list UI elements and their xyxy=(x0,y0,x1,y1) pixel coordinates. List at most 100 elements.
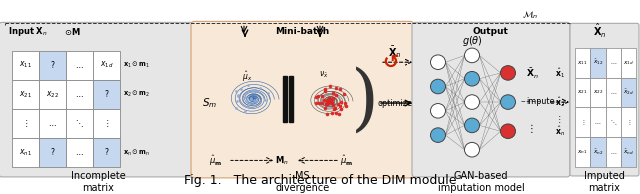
Text: $\bar{x}_{n2}$: $\bar{x}_{n2}$ xyxy=(593,148,603,157)
Text: $x_{11}$: $x_{11}$ xyxy=(19,60,32,70)
Text: $\bar{x}_{12}$: $\bar{x}_{12}$ xyxy=(593,58,603,67)
Bar xyxy=(12,80,39,109)
Circle shape xyxy=(431,104,445,118)
Text: $\mathbf{M}_n$: $\mathbf{M}_n$ xyxy=(275,154,289,167)
Text: $\mathbf{x}_n\odot\mathbf{m}_n$: $\mathbf{x}_n\odot\mathbf{m}_n$ xyxy=(123,147,150,158)
Text: Output: Output xyxy=(472,27,508,36)
Circle shape xyxy=(465,48,479,63)
Bar xyxy=(575,137,590,167)
Bar xyxy=(621,107,636,137)
Bar xyxy=(93,138,120,167)
Text: $x_{1d}$: $x_{1d}$ xyxy=(100,60,113,70)
Text: $\vdots$: $\vdots$ xyxy=(555,114,561,125)
Text: $x_{22}$: $x_{22}$ xyxy=(46,89,59,100)
Text: $x_{n1}$: $x_{n1}$ xyxy=(19,147,32,158)
Text: $x_{21}$: $x_{21}$ xyxy=(577,88,588,96)
Text: $\bar{\mathbf{X}}_n$: $\bar{\mathbf{X}}_n$ xyxy=(526,67,539,81)
Bar xyxy=(39,109,66,138)
FancyBboxPatch shape xyxy=(570,23,639,176)
Circle shape xyxy=(500,124,515,139)
Bar xyxy=(12,51,39,80)
Text: $\hat{\mathbf{X}}_n$: $\hat{\mathbf{X}}_n$ xyxy=(593,22,607,40)
Bar xyxy=(93,51,120,80)
Text: $\cdots$: $\cdots$ xyxy=(609,60,617,65)
Text: Incomplete
matrix: Incomplete matrix xyxy=(70,171,125,193)
Circle shape xyxy=(465,71,479,86)
Text: $x_{22}$: $x_{22}$ xyxy=(593,88,603,96)
Text: ): ) xyxy=(351,66,379,136)
Bar xyxy=(93,109,120,138)
Text: $\nu_{\bar{x}}$: $\nu_{\bar{x}}$ xyxy=(319,70,329,80)
Text: Imputed
matrix: Imputed matrix xyxy=(584,171,625,193)
Bar xyxy=(605,137,621,167)
Circle shape xyxy=(465,118,479,133)
Bar xyxy=(12,138,39,167)
Text: $\hat{\mu}_{\mathbf{m}}$: $\hat{\mu}_{\mathbf{m}}$ xyxy=(340,153,354,168)
Text: $\bar{\mathbf{X}}_n$: $\bar{\mathbf{X}}_n$ xyxy=(388,45,402,60)
Bar xyxy=(39,138,66,167)
Text: $x_{1d}$: $x_{1d}$ xyxy=(623,59,634,67)
Text: $\vdots$: $\vdots$ xyxy=(104,118,109,129)
FancyBboxPatch shape xyxy=(412,22,570,177)
Text: $\hat{\mu}_{\mathbf{m}}$: $\hat{\mu}_{\mathbf{m}}$ xyxy=(209,153,223,168)
Text: $\cdots$: $\cdots$ xyxy=(595,120,602,125)
Bar xyxy=(39,80,66,109)
Bar xyxy=(590,107,605,137)
Text: $x_{n1}$: $x_{n1}$ xyxy=(577,148,588,156)
Text: $\cdots$: $\cdots$ xyxy=(48,119,57,128)
Circle shape xyxy=(500,66,515,80)
Bar xyxy=(66,80,93,109)
Bar xyxy=(605,107,621,137)
Circle shape xyxy=(431,55,445,69)
Text: Input $\mathbf{X}_n$: Input $\mathbf{X}_n$ xyxy=(8,25,48,38)
Bar xyxy=(621,137,636,167)
Text: $\bar{x}_{nd}$: $\bar{x}_{nd}$ xyxy=(623,148,634,157)
Text: $\hat{\mu}_x$: $\hat{\mu}_x$ xyxy=(242,70,252,84)
Text: $\bar{x}_{2d}$: $\bar{x}_{2d}$ xyxy=(623,88,634,97)
Text: $\cdots$: $\cdots$ xyxy=(75,148,84,157)
Bar xyxy=(590,48,605,78)
Text: $g(\theta)$: $g(\theta)$ xyxy=(461,34,483,48)
Text: $x_{21}$: $x_{21}$ xyxy=(19,89,32,100)
Text: $\mathbf{x}_2\odot\mathbf{m}_2$: $\mathbf{x}_2\odot\mathbf{m}_2$ xyxy=(123,89,150,99)
Text: ?: ? xyxy=(104,148,109,157)
Circle shape xyxy=(465,95,479,109)
Bar xyxy=(93,80,120,109)
Text: GAN-based
imputation model: GAN-based imputation model xyxy=(438,171,524,193)
Text: $\vdots$: $\vdots$ xyxy=(626,118,631,127)
Text: ↺: ↺ xyxy=(382,53,398,72)
Text: $\ddots$: $\ddots$ xyxy=(609,118,617,127)
Bar xyxy=(621,78,636,107)
Bar xyxy=(66,109,93,138)
Bar xyxy=(590,137,605,167)
Text: $\vdots$: $\vdots$ xyxy=(526,122,533,135)
Circle shape xyxy=(431,79,445,94)
Text: $\mathbf{x}_1\odot\mathbf{m}_1$: $\mathbf{x}_1\odot\mathbf{m}_1$ xyxy=(123,60,150,70)
Bar xyxy=(621,48,636,78)
Text: $\ddots$: $\ddots$ xyxy=(75,118,84,129)
Bar xyxy=(66,51,93,80)
Text: impute: impute xyxy=(526,97,554,106)
Text: Mini-batch: Mini-batch xyxy=(275,27,329,36)
Circle shape xyxy=(465,142,479,157)
Text: $\hat{\mathbf{x}}_2$: $\hat{\mathbf{x}}_2$ xyxy=(555,95,565,109)
Text: $\cdots$: $\cdots$ xyxy=(609,90,617,95)
FancyBboxPatch shape xyxy=(0,22,197,177)
Bar xyxy=(605,48,621,78)
Bar xyxy=(39,51,66,80)
Text: ?: ? xyxy=(51,148,54,157)
Text: ?: ? xyxy=(104,90,109,99)
Bar xyxy=(283,76,287,122)
Text: $\mathcal{M}_n$: $\mathcal{M}_n$ xyxy=(522,10,538,21)
FancyBboxPatch shape xyxy=(191,21,414,178)
Bar xyxy=(575,78,590,107)
Text: $x_{11}$: $x_{11}$ xyxy=(577,59,588,67)
Text: $\hat{\mathbf{x}}_1$: $\hat{\mathbf{x}}_1$ xyxy=(555,66,565,80)
Circle shape xyxy=(431,128,445,142)
Text: $\vdots$: $\vdots$ xyxy=(580,118,585,127)
Text: $\hat{\mathbf{x}}_n$: $\hat{\mathbf{x}}_n$ xyxy=(555,124,565,138)
Text: MS
divergence: MS divergence xyxy=(275,171,330,193)
Text: $\cdots$: $\cdots$ xyxy=(609,150,617,155)
Text: $\vdots$: $\vdots$ xyxy=(22,118,29,129)
Bar xyxy=(12,109,39,138)
